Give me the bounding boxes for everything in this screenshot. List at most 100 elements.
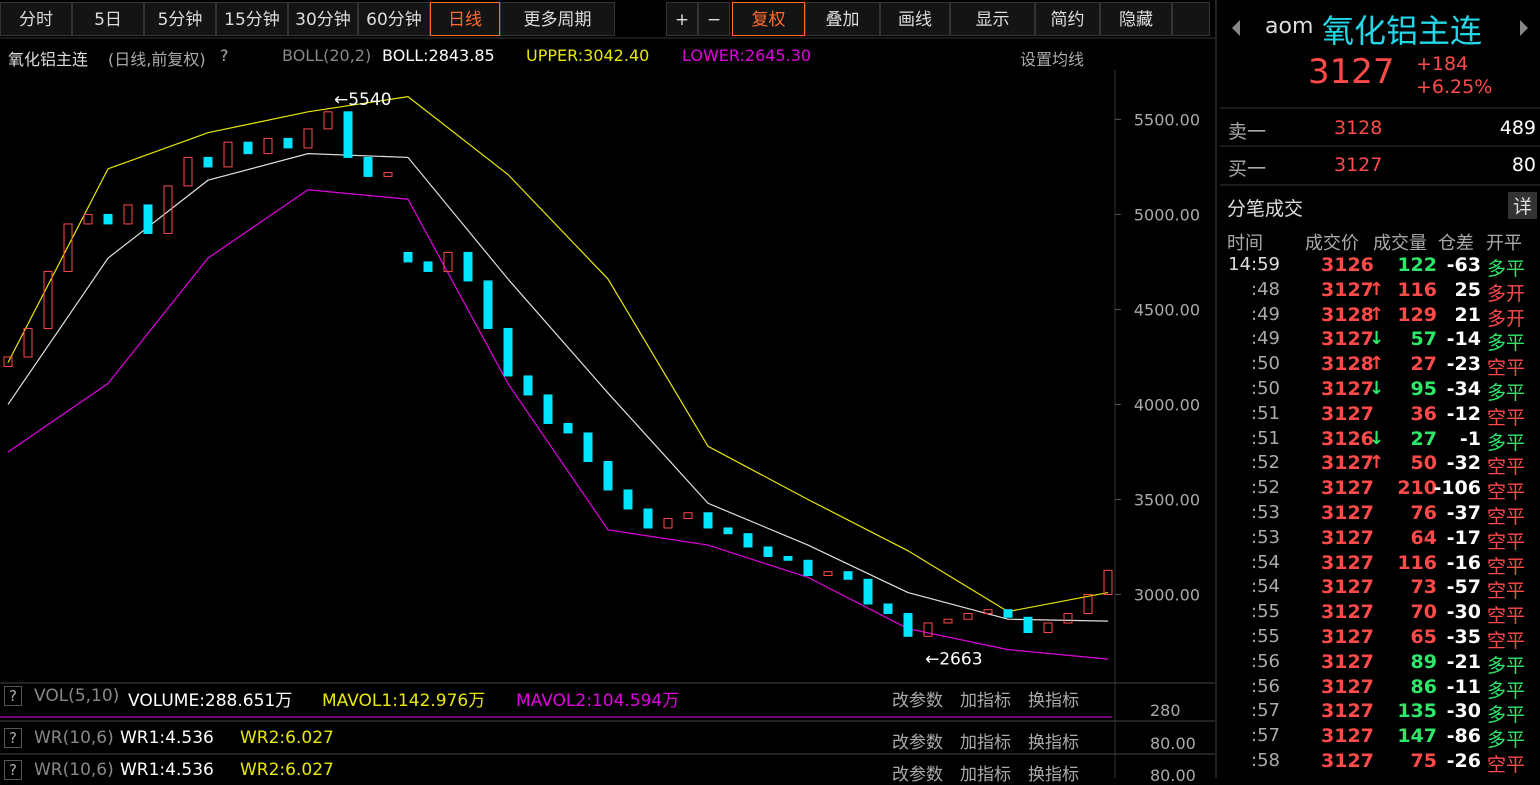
y-tick-label: 4000.00 [1134,395,1200,414]
trade-oi-change: -21 [1446,650,1481,673]
candle [223,141,233,168]
book-price: 3127 [1334,154,1383,176]
trade-oi-change: 25 [1454,278,1481,301]
trade-time: :48 [1251,278,1280,300]
detail-button[interactable]: 详 [1508,192,1538,219]
trade-type: 空平 [1487,580,1526,603]
pane-axis: 80.00 [1150,734,1196,753]
trade-volume: 116 [1397,278,1437,301]
trade-volume: 76 [1410,502,1437,524]
toolbar-button[interactable]: 复权 [732,2,805,36]
pane-button[interactable]: 加指标 [960,733,1011,753]
pane-button[interactable]: 加指标 [960,765,1011,785]
candle [483,280,493,329]
trade-arrow: ↓ [1369,378,1385,399]
candle [343,111,353,158]
pane-name: WR(10,6) [34,760,114,780]
trade-oi-change: -34 [1446,378,1481,400]
pane-button[interactable]: 改参数 [892,691,943,711]
trade-price: 3127 [1321,675,1374,698]
trade-arrow: ↑ [1369,353,1385,375]
quote-pct: +6.25% [1416,76,1493,98]
candle [843,571,853,580]
trade-type: 空平 [1487,630,1526,652]
trade-price: 3127 [1321,402,1374,425]
trade-oi-change: -16 [1446,551,1481,574]
toolbar-button[interactable]: 日线 [430,2,500,36]
pane-help[interactable]: ? [4,728,22,748]
trade-price: 3127 [1321,378,1374,400]
candle [943,618,953,624]
trade-type: 空平 [1487,754,1526,776]
trade-type: 空平 [1487,481,1526,504]
toolbar-button[interactable]: 30分钟 [288,2,358,36]
pane-value: WR2:6.027 [240,760,334,780]
trade-oi-change: -106 [1433,477,1481,500]
trade-oi-change: -26 [1446,750,1481,772]
quote-change: +184 [1416,53,1469,75]
trade-type: 多平 [1487,382,1526,404]
next-icon[interactable] [1520,20,1528,36]
pane-button[interactable]: 换指标 [1028,765,1079,785]
toolbar-button[interactable]: 5日 [72,2,144,36]
pane-button[interactable]: 加指标 [960,691,1011,711]
toolbar-button[interactable]: 更多周期 [500,2,615,36]
toolbar-button[interactable]: 简约 [1035,2,1100,36]
pane-button[interactable]: 换指标 [1028,691,1079,711]
prev-icon[interactable] [1232,20,1240,36]
trade-type: 多平 [1487,258,1526,280]
table-header: 仓差 [1438,233,1474,254]
pane-help[interactable]: ? [4,686,22,706]
trade-type: 多平 [1487,704,1526,727]
trade-time: 14:59 [1228,254,1280,275]
candle [823,571,833,576]
trade-oi-change: -63 [1446,254,1481,276]
info-help[interactable]: ? [220,46,229,65]
low-annotation: ←2663 [925,650,983,670]
book-label: 买一 [1228,158,1267,180]
trade-price: 3126 [1321,254,1374,276]
candle [883,603,893,614]
y-tick-label: 4500.00 [1134,300,1200,319]
y-tick-label: 5000.00 [1134,205,1200,224]
trade-type: 空平 [1487,506,1526,528]
pane-button[interactable]: 改参数 [892,765,943,785]
trade-price: 3126 [1321,427,1374,450]
trade-arrow: ↑ [1369,452,1385,474]
toolbar-button[interactable]: − [698,2,730,36]
trade-time: :50 [1251,378,1280,399]
pane-button[interactable]: 换指标 [1028,733,1079,753]
expand-button[interactable] [1172,2,1210,36]
pane-button[interactable]: 改参数 [892,733,943,753]
candle [543,394,553,424]
candle [363,156,373,177]
candle [63,223,73,272]
trade-type: 空平 [1487,357,1526,380]
toolbar-button[interactable]: 15分钟 [216,2,288,36]
candle [723,527,733,535]
toolbar-button[interactable]: 5分钟 [144,2,216,36]
trade-volume: 147 [1397,725,1437,748]
trade-price: 3128 [1321,353,1374,376]
toolbar-button[interactable]: 分时 [0,2,72,36]
pane-help[interactable]: ? [4,760,22,780]
toolbar-button[interactable]: 叠加 [805,2,880,36]
trade-time: :52 [1251,452,1280,474]
info-settings[interactable]: 设置均线 [1020,50,1085,69]
boll-line [7,189,1109,660]
toolbar-button[interactable]: + [666,2,698,36]
high-annotation: ←5540 [334,90,392,110]
toolbar-button[interactable]: 隐藏 [1100,2,1172,36]
info-upper: UPPER:3042.40 [526,46,650,65]
pane-value: MAVOL1:142.976万 [322,691,486,711]
trade-volume: 57 [1410,328,1437,351]
toolbar-button[interactable]: 画线 [880,2,950,36]
toolbar-button[interactable]: 显示 [950,2,1035,36]
toolbar-button[interactable]: 60分钟 [358,2,430,36]
trade-volume: 70 [1410,601,1437,624]
trade-time: :56 [1251,675,1280,697]
candle [903,612,913,637]
candle [123,204,133,225]
trade-time: :49 [1251,328,1280,350]
